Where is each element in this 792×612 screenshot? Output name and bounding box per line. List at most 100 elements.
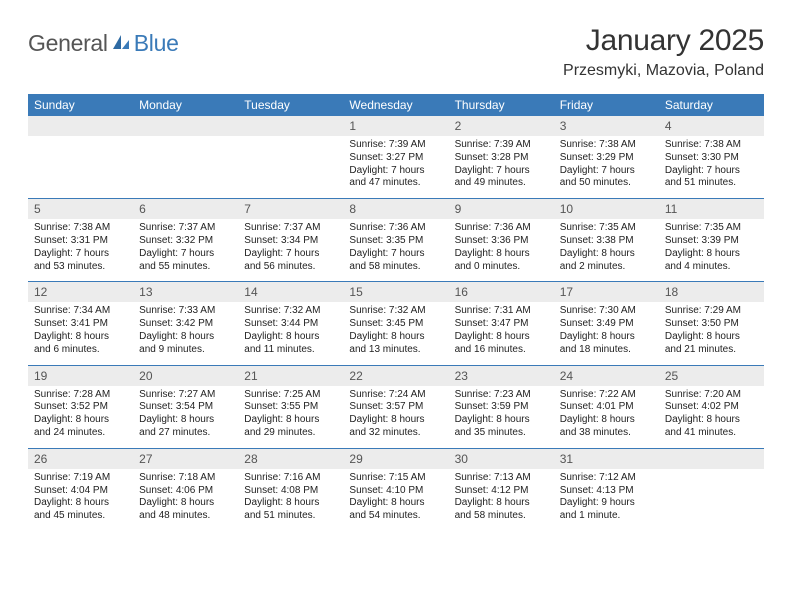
- sunrise-line: Sunrise: 7:39 AM: [455, 139, 548, 152]
- day-cell: Sunrise: 7:12 AMSunset: 4:13 PMDaylight:…: [554, 469, 659, 531]
- calendar-grid: Sunday Monday Tuesday Wednesday Thursday…: [28, 94, 764, 531]
- sunset-line: Sunset: 3:39 PM: [665, 235, 758, 248]
- day-cell: Sunrise: 7:22 AMSunset: 4:01 PMDaylight:…: [554, 386, 659, 448]
- sunrise-line: Sunrise: 7:30 AM: [560, 305, 653, 318]
- daylight-line: Daylight: 8 hours and 9 minutes.: [139, 331, 232, 357]
- day-cell: Sunrise: 7:36 AMSunset: 3:35 PMDaylight:…: [343, 219, 448, 281]
- day-cell: Sunrise: 7:18 AMSunset: 4:06 PMDaylight:…: [133, 469, 238, 531]
- daylight-line: Daylight: 7 hours and 58 minutes.: [349, 248, 442, 274]
- sunrise-line: Sunrise: 7:32 AM: [349, 305, 442, 318]
- sunset-line: Sunset: 4:12 PM: [455, 485, 548, 498]
- sunset-line: Sunset: 4:10 PM: [349, 485, 442, 498]
- sunrise-line: Sunrise: 7:20 AM: [665, 389, 758, 402]
- sunset-line: Sunset: 3:30 PM: [665, 152, 758, 165]
- week-body-row: Sunrise: 7:38 AMSunset: 3:31 PM Daylight:…: [28, 219, 764, 281]
- page-title: January 2025: [563, 24, 764, 58]
- daylight-line: Daylight: 9 hours and 1 minute.: [560, 497, 653, 523]
- sunset-line: Sunset: 3:31 PM: [34, 235, 127, 248]
- day-number: 22: [343, 366, 448, 386]
- daylight-line: Daylight: 8 hours and 0 minutes.: [455, 248, 548, 274]
- location-label: Przesmyki, Mazovia, Poland: [563, 62, 764, 80]
- sail-icon: [111, 33, 131, 56]
- sunset-line: Sunset: 3:54 PM: [139, 401, 232, 414]
- day-number: 13: [133, 282, 238, 302]
- day-cell: Sunrise: 7:30 AMSunset: 3:49 PMDaylight:…: [554, 302, 659, 364]
- day-number: 30: [449, 449, 554, 469]
- sunrise-line: Sunrise: 7:37 AM: [244, 222, 337, 235]
- day-number: 28: [238, 449, 343, 469]
- sunrise-line: Sunrise: 7:38 AM: [34, 222, 127, 235]
- day-number: 7: [238, 199, 343, 219]
- weekday-header: Thursday: [449, 94, 554, 116]
- sunrise-line: Sunrise: 7:19 AM: [34, 472, 127, 485]
- sunrise-line: Sunrise: 7:22 AM: [560, 389, 653, 402]
- day-number: 21: [238, 366, 343, 386]
- day-number: 9: [449, 199, 554, 219]
- daylight-line: Daylight: 8 hours and 32 minutes.: [349, 414, 442, 440]
- sunrise-line: Sunrise: 7:33 AM: [139, 305, 232, 318]
- day-cell: [133, 136, 238, 198]
- day-number: 19: [28, 366, 133, 386]
- day-cell: Sunrise: 7:29 AMSunset: 3:50 PMDaylight:…: [659, 302, 764, 364]
- day-number: 20: [133, 366, 238, 386]
- sunrise-line: Sunrise: 7:37 AM: [139, 222, 232, 235]
- day-cell: Sunrise: 7:15 AMSunset: 4:10 PMDaylight:…: [343, 469, 448, 531]
- day-cell: [28, 136, 133, 198]
- day-number: 23: [449, 366, 554, 386]
- sunset-line: Sunset: 4:01 PM: [560, 401, 653, 414]
- daylight-line: Daylight: 8 hours and 58 minutes.: [455, 497, 548, 523]
- day-number-row: 567891011: [28, 198, 764, 219]
- sunset-line: Sunset: 3:57 PM: [349, 401, 442, 414]
- day-number: 5: [28, 199, 133, 219]
- weekday-header: Saturday: [659, 94, 764, 116]
- sunset-line: Sunset: 3:44 PM: [244, 318, 337, 331]
- sunrise-line: Sunrise: 7:27 AM: [139, 389, 232, 402]
- day-number: 10: [554, 199, 659, 219]
- sunset-line: Sunset: 3:42 PM: [139, 318, 232, 331]
- daylight-line: Daylight: 8 hours and 18 minutes.: [560, 331, 653, 357]
- sunset-line: Sunset: 3:34 PM: [244, 235, 337, 248]
- day-number: 2: [449, 116, 554, 136]
- sunrise-line: Sunrise: 7:25 AM: [244, 389, 337, 402]
- sunset-line: Sunset: 4:02 PM: [665, 401, 758, 414]
- day-cell: [659, 469, 764, 531]
- day-number: 1: [343, 116, 448, 136]
- day-number: 27: [133, 449, 238, 469]
- sunrise-line: Sunrise: 7:39 AM: [349, 139, 442, 152]
- daylight-line: Daylight: 8 hours and 29 minutes.: [244, 414, 337, 440]
- sunrise-line: Sunrise: 7:35 AM: [560, 222, 653, 235]
- sunset-line: Sunset: 4:08 PM: [244, 485, 337, 498]
- daylight-line: Daylight: 7 hours and 55 minutes.: [139, 248, 232, 274]
- sunrise-line: Sunrise: 7:38 AM: [560, 139, 653, 152]
- day-cell: [238, 136, 343, 198]
- daylight-line: Daylight: 7 hours and 56 minutes.: [244, 248, 337, 274]
- daylight-line: Daylight: 7 hours and 50 minutes.: [560, 165, 653, 191]
- sunrise-line: Sunrise: 7:34 AM: [34, 305, 127, 318]
- weekday-header: Friday: [554, 94, 659, 116]
- sunset-line: Sunset: 4:13 PM: [560, 485, 653, 498]
- daylight-line: Daylight: 8 hours and 2 minutes.: [560, 248, 653, 274]
- weekday-header-row: Sunday Monday Tuesday Wednesday Thursday…: [28, 94, 764, 116]
- daylight-line: Daylight: 8 hours and 16 minutes.: [455, 331, 548, 357]
- day-cell: Sunrise: 7:34 AMSunset: 3:41 PMDaylight:…: [28, 302, 133, 364]
- daylight-line: Daylight: 8 hours and 6 minutes.: [34, 331, 127, 357]
- sunset-line: Sunset: 3:45 PM: [349, 318, 442, 331]
- day-number: 17: [554, 282, 659, 302]
- daylight-line: Daylight: 8 hours and 27 minutes.: [139, 414, 232, 440]
- week-body-row: Sunrise: 7:39 AMSunset: 3:27 PMDaylight:…: [28, 136, 764, 198]
- sunset-line: Sunset: 3:49 PM: [560, 318, 653, 331]
- daylight-line: Daylight: 8 hours and 35 minutes.: [455, 414, 548, 440]
- weekday-header: Monday: [133, 94, 238, 116]
- sunrise-line: Sunrise: 7:29 AM: [665, 305, 758, 318]
- daylight-line: Daylight: 8 hours and 41 minutes.: [665, 414, 758, 440]
- day-number: 14: [238, 282, 343, 302]
- day-cell: Sunrise: 7:28 AMSunset: 3:52 PMDaylight:…: [28, 386, 133, 448]
- day-number-row: 19202122232425: [28, 365, 764, 386]
- sunrise-line: Sunrise: 7:13 AM: [455, 472, 548, 485]
- sunset-line: Sunset: 4:06 PM: [139, 485, 232, 498]
- weekday-header: Sunday: [28, 94, 133, 116]
- sunset-line: Sunset: 3:32 PM: [139, 235, 232, 248]
- daylight-line: Daylight: 7 hours and 49 minutes.: [455, 165, 548, 191]
- day-cell: Sunrise: 7:27 AMSunset: 3:54 PMDaylight:…: [133, 386, 238, 448]
- sunset-line: Sunset: 3:29 PM: [560, 152, 653, 165]
